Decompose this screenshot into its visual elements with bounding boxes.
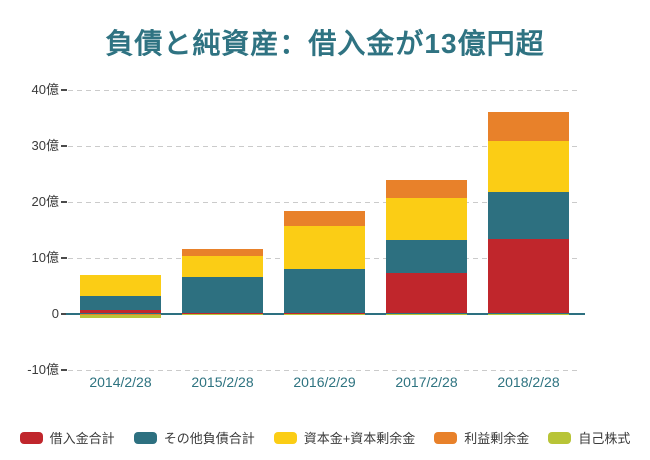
bar-segment-2 xyxy=(386,197,467,240)
gridline xyxy=(68,89,580,91)
bar-segment-2 xyxy=(284,225,365,269)
gridline xyxy=(68,145,580,147)
y-axis-tick xyxy=(61,313,67,315)
bar-segment-1 xyxy=(182,277,263,313)
y-axis-tick xyxy=(61,145,67,147)
legend-item: その他負債合計 xyxy=(133,428,255,447)
y-axis-label: 20億 xyxy=(31,193,59,209)
bar-segment-2 xyxy=(80,275,161,296)
y-axis-label: 30億 xyxy=(31,137,59,153)
x-axis-label: 2015/2/28 xyxy=(191,374,254,390)
bar-segment-0 xyxy=(284,312,365,314)
x-axis-label: 2014/2/28 xyxy=(89,374,152,390)
bar-segment-1 xyxy=(386,239,467,273)
bar-segment-3 xyxy=(386,180,467,198)
legend-item: 自己株式 xyxy=(548,428,630,447)
bar-segment-4 xyxy=(284,313,365,315)
y-axis-label: 10億 xyxy=(31,249,59,265)
legend-swatch-icon xyxy=(273,431,297,444)
bar-segment-4 xyxy=(182,313,263,315)
legend-swatch-icon xyxy=(133,431,157,444)
bar-segment-2 xyxy=(488,141,569,192)
bar-segment-4 xyxy=(80,315,161,319)
bar-segment-3 xyxy=(488,112,569,141)
legend-label: その他負債合計 xyxy=(163,431,255,446)
y-axis-label: -10億 xyxy=(27,361,59,377)
gridline xyxy=(68,201,580,203)
y-axis-tick xyxy=(61,257,67,259)
y-axis-tick xyxy=(61,369,67,371)
legend-swatch-icon xyxy=(548,431,572,444)
legend-label: 資本金+資本剰余金 xyxy=(303,431,416,446)
y-axis-label: 0 xyxy=(51,305,59,321)
legend-label: 借入金合計 xyxy=(49,431,115,446)
legend-item: 利益剰余金 xyxy=(434,428,529,447)
bar-segment-3 xyxy=(80,313,161,316)
y-axis-label: 40億 xyxy=(31,81,59,97)
x-axis-label: 2016/2/29 xyxy=(293,374,356,390)
bar-segment-3 xyxy=(284,211,365,226)
y-axis-tick xyxy=(61,201,67,203)
legend-label: 利益剰余金 xyxy=(464,431,530,446)
bar-segment-0 xyxy=(386,272,467,314)
gridline xyxy=(68,369,580,371)
bar-segment-1 xyxy=(284,268,365,313)
bar-segment-0 xyxy=(488,239,569,314)
bar-segment-3 xyxy=(182,249,263,257)
x-axis-label: 2017/2/28 xyxy=(395,374,458,390)
y-axis-tick xyxy=(61,89,67,91)
chart-title: 負債と純資産：借入金が13億円超 xyxy=(105,28,545,59)
legend: 借入金合計 その他負債合計 資本金+資本剰余金 利益剰余金 自己株式 xyxy=(0,428,650,447)
bar-segment-2 xyxy=(182,256,263,278)
legend-item: 借入金合計 xyxy=(19,428,115,447)
x-axis-label: 2018/2/28 xyxy=(497,374,560,390)
bar-segment-4 xyxy=(386,313,467,316)
bar-segment-1 xyxy=(80,295,161,310)
bar-segment-0 xyxy=(80,309,161,314)
legend-swatch-icon xyxy=(19,431,43,444)
legend-swatch-icon xyxy=(434,431,458,444)
legend-item: 資本金+資本剰余金 xyxy=(273,428,416,447)
bar-segment-0 xyxy=(182,312,263,314)
bar-segment-1 xyxy=(488,191,569,239)
legend-label: 自己株式 xyxy=(578,431,631,446)
bar-segment-4 xyxy=(488,313,569,316)
